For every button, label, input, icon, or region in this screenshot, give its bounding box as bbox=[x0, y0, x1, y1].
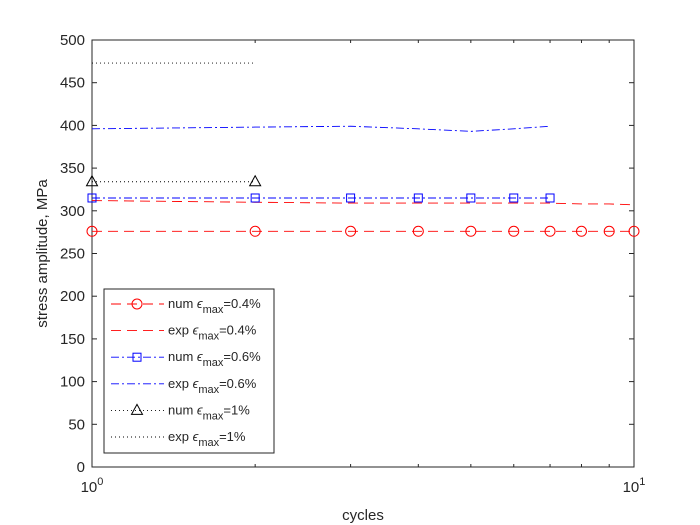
data-point-marker bbox=[250, 193, 260, 203]
data-point-marker bbox=[508, 225, 520, 237]
legend-label: num ϵmax=0.4% bbox=[168, 296, 261, 316]
y-tick-label: 50 bbox=[68, 416, 85, 433]
data-point-marker bbox=[509, 193, 519, 203]
legend-marker bbox=[130, 403, 144, 415]
data-point-marker bbox=[465, 225, 477, 237]
legend: num ϵmax=0.4% exp ϵmax=0.4% num ϵmax=0.6% e… bbox=[103, 288, 275, 454]
legend-label: num ϵmax=0.6% bbox=[168, 349, 261, 369]
legend-label: exp ϵmax=0.6% bbox=[168, 376, 257, 396]
data-point-marker bbox=[345, 225, 357, 237]
data-point-marker bbox=[628, 225, 640, 237]
series-4 bbox=[85, 174, 262, 187]
x-tick-label: 101 bbox=[623, 476, 646, 496]
y-tick-label: 500 bbox=[60, 32, 85, 49]
data-point-marker bbox=[248, 174, 262, 187]
y-tick-label: 150 bbox=[60, 331, 85, 348]
y-tick-label: 450 bbox=[60, 75, 85, 92]
y-tick-label: 350 bbox=[60, 160, 85, 177]
y-axis-label: stress amplitude, MPa bbox=[34, 179, 51, 328]
legend-box bbox=[103, 288, 275, 454]
series-2 bbox=[87, 193, 555, 203]
data-point-marker bbox=[603, 225, 615, 237]
y-tick-label: 250 bbox=[60, 246, 85, 263]
data-point-marker bbox=[413, 193, 423, 203]
data-point-marker bbox=[466, 193, 476, 203]
data-point-marker bbox=[249, 225, 261, 237]
series-line bbox=[91, 125, 551, 132]
legend-item: num ϵmax=0.4% bbox=[111, 296, 261, 316]
data-point-marker bbox=[86, 225, 98, 237]
y-tick-label: 400 bbox=[60, 117, 85, 134]
legend-item: exp ϵmax=1% bbox=[111, 429, 246, 449]
x-tick-label: 100 bbox=[81, 476, 104, 496]
legend-marker bbox=[132, 352, 142, 362]
legend-item: num ϵmax=1% bbox=[111, 402, 250, 422]
legend-marker bbox=[131, 298, 143, 310]
y-tick-label: 100 bbox=[60, 374, 85, 391]
y-tick-label: 0 bbox=[77, 459, 85, 476]
series-layer bbox=[85, 62, 640, 237]
y-tick-label: 300 bbox=[60, 203, 85, 220]
series-1 bbox=[91, 200, 635, 206]
x-axis-label: cycles bbox=[342, 507, 384, 524]
legend-label: exp ϵmax=1% bbox=[168, 429, 246, 449]
legend-item: exp ϵmax=0.4% bbox=[111, 323, 257, 343]
y-tick-label: 200 bbox=[60, 288, 85, 305]
legend-item: exp ϵmax=0.6% bbox=[111, 376, 257, 396]
data-point-marker bbox=[87, 193, 97, 203]
data-point-marker bbox=[85, 174, 99, 187]
legend-label: exp ϵmax=0.4% bbox=[168, 323, 257, 343]
series-line bbox=[91, 200, 635, 206]
legend-label: num ϵmax=1% bbox=[168, 402, 250, 422]
tick-layer: 0 50 100 150 200 250 300 350 400 450 500 100 101 bbox=[60, 32, 645, 496]
series-0 bbox=[86, 225, 640, 237]
series-3 bbox=[91, 125, 551, 132]
data-point-marker bbox=[346, 193, 356, 203]
data-point-marker bbox=[575, 225, 587, 237]
data-point-marker bbox=[545, 193, 555, 203]
data-point-marker bbox=[544, 225, 556, 237]
data-point-marker bbox=[412, 225, 424, 237]
legend-item: num ϵmax=0.6% bbox=[111, 349, 261, 369]
